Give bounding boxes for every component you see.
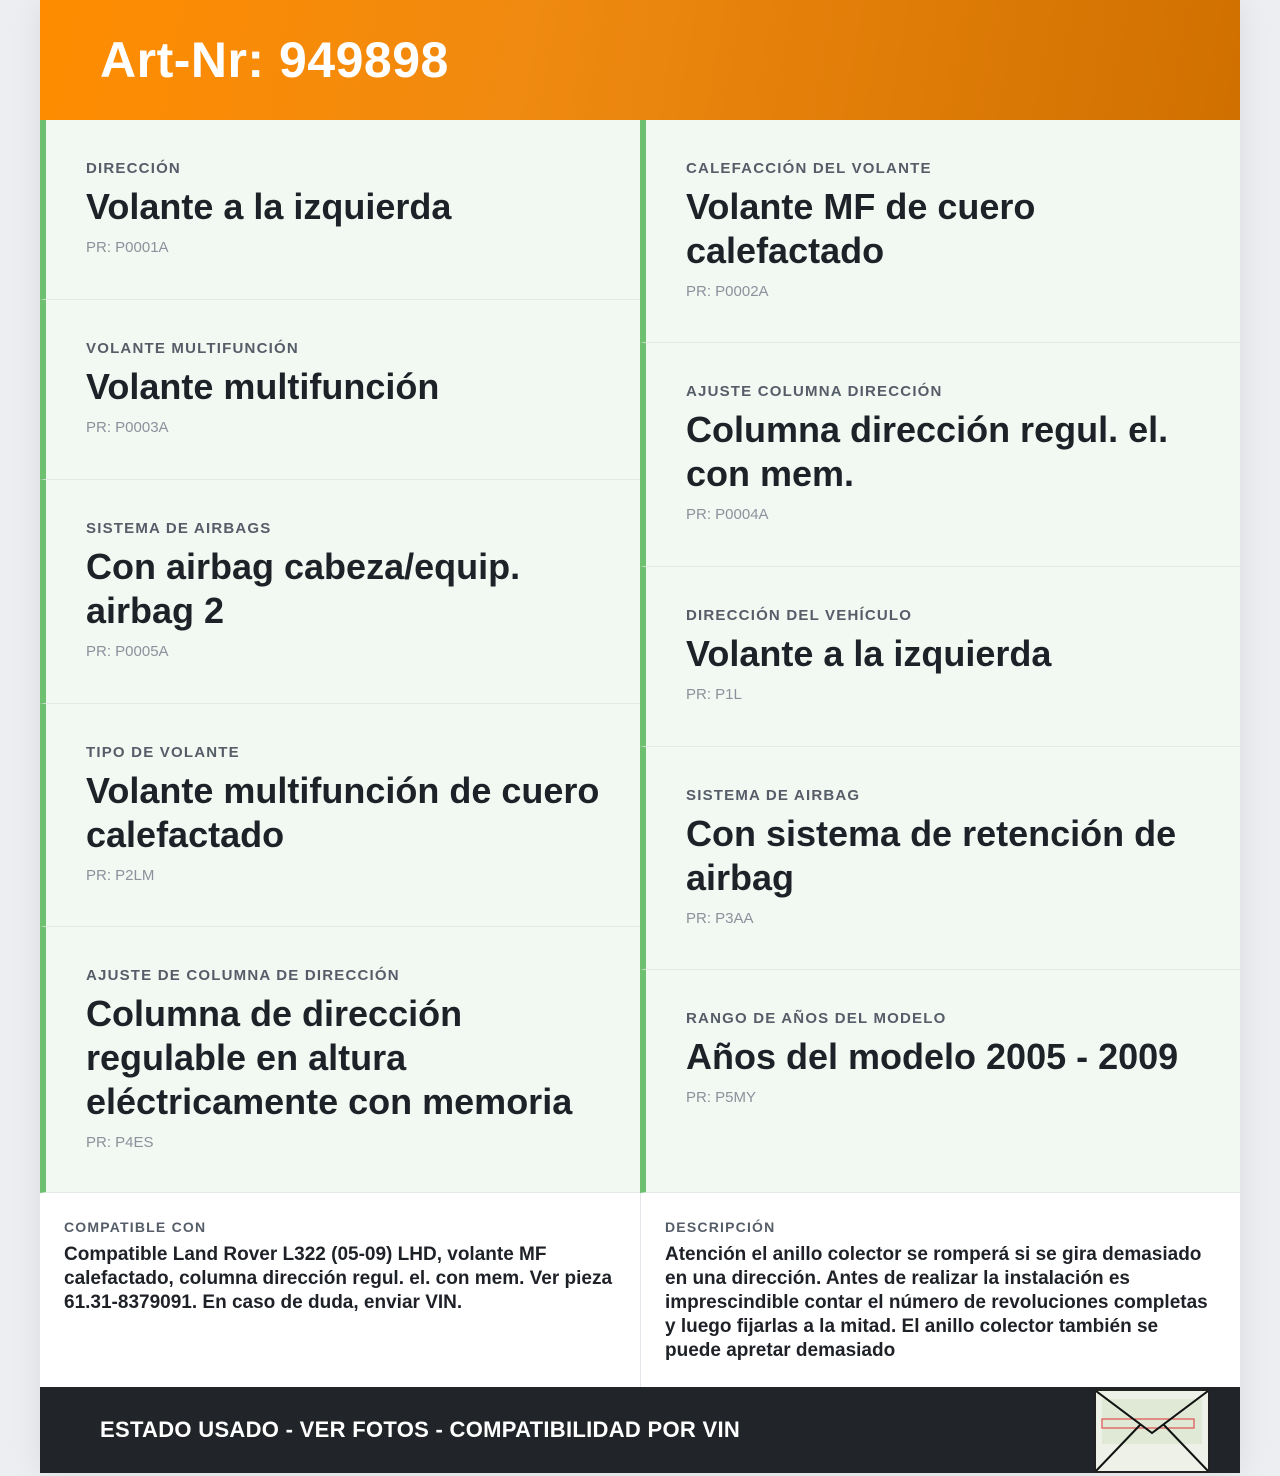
spec-title: Con sistema de retención de airbag — [686, 813, 1177, 898]
spec-card: Dirección del vehículo Volante a la izqui… — [640, 567, 1240, 747]
spec-pr: PR: P4ES — [86, 1134, 154, 1151]
compatible-text: Compatible Land Rover L322 (05-09) LHD, … — [64, 1244, 613, 1313]
spec-label: Calefacción del volante — [686, 160, 932, 177]
spec-pr: PR: P3AA — [686, 910, 754, 927]
compatible-label: COMPATIBLE CON — [64, 1219, 207, 1235]
spec-card: Ajuste de columna de dirección Columna de… — [40, 927, 640, 1193]
spec-pr: PR: P2LM — [86, 867, 155, 884]
spec-label: Ajuste columna dirección — [686, 383, 943, 400]
spec-card: Volante multifunción Volante multifunción… — [40, 300, 640, 480]
spec-pr: PR: P0003A — [86, 419, 169, 436]
spec-card: Sistema de airbag Con sistema de retenció… — [640, 747, 1240, 970]
spec-label: Dirección — [86, 160, 181, 177]
spec-pr: PR: P0004A — [686, 506, 769, 523]
compatible-section: COMPATIBLE CON Compatible Land Rover L322… — [40, 1193, 640, 1387]
spec-card: Sistema de airbags Con airbag cabeza/equi… — [40, 480, 640, 704]
spec-card: Ajuste columna dirección Columna direcció… — [640, 343, 1240, 567]
footer: ESTADO USADO - VER FOTOS - COMPATIBILIDA… — [40, 1387, 1240, 1473]
description-label: DESCRIPCIÓN — [665, 1219, 776, 1235]
spec-card: Rango de años del modelo Años del modelo … — [640, 970, 1240, 1193]
right-column: Calefacción del volante Volante MF de cue… — [640, 120, 1240, 1193]
spec-label: Sistema de airbags — [86, 520, 272, 537]
spec-pr: PR: P0002A — [686, 283, 769, 300]
description-text: Atención el anillo colector se romperá s… — [665, 1244, 1208, 1361]
spec-label: Sistema de airbag — [686, 787, 861, 804]
spec-title: Volante MF de cuero calefactado — [686, 186, 1036, 271]
spec-pr: PR: P0005A — [86, 643, 169, 660]
spec-pr: PR: P5MY — [686, 1089, 757, 1106]
spec-title: Volante multifunción — [86, 366, 440, 407]
spec-title: Columna de dirección regulable en altura… — [86, 993, 573, 1122]
envelope-icon — [1095, 1390, 1209, 1472]
spec-title: Columna dirección regul. el. con mem. — [686, 409, 1169, 494]
spec-title: Volante multifunción de cuero calefactad… — [86, 770, 600, 855]
spec-title: Volante a la izquierda — [686, 633, 1052, 674]
spec-label: Rango de años del modelo — [686, 1010, 947, 1027]
spec-title: Años del modelo 2005 - 2009 — [686, 1036, 1179, 1077]
header: Art-Nr: 949898 — [40, 0, 1240, 120]
spec-label: Tipo de volante — [86, 744, 240, 761]
spec-card: Tipo de volante Volante multifunción de c… — [40, 704, 640, 927]
spec-label: Volante multifunción — [86, 340, 299, 357]
page: Art-Nr: 949898 Dirección Volante a la izq… — [40, 0, 1240, 1473]
spec-title: Con airbag cabeza/equip. airbag 2 — [86, 546, 521, 631]
spec-label: Ajuste de columna de dirección — [86, 967, 400, 984]
spec-card: Calefacción del volante Volante MF de cue… — [640, 120, 1240, 343]
left-column: Dirección Volante a la izquierda PR: P0001… — [40, 120, 640, 1193]
spec-pr: PR: P1L — [686, 686, 742, 703]
spec-card: Dirección Volante a la izquierda PR: P0001… — [40, 120, 640, 300]
spec-pr: PR: P0001A — [86, 239, 169, 256]
footer-text: ESTADO USADO - VER FOTOS - COMPATIBILIDA… — [100, 1417, 741, 1442]
spec-title: Volante a la izquierda — [86, 186, 452, 227]
description-section: DESCRIPCIÓN Atención el anillo colector s… — [640, 1193, 1240, 1387]
article-number: Art-Nr: 949898 — [100, 32, 449, 88]
spec-label: Dirección del vehículo — [686, 607, 913, 624]
vin-envelope-image — [1094, 1389, 1210, 1473]
